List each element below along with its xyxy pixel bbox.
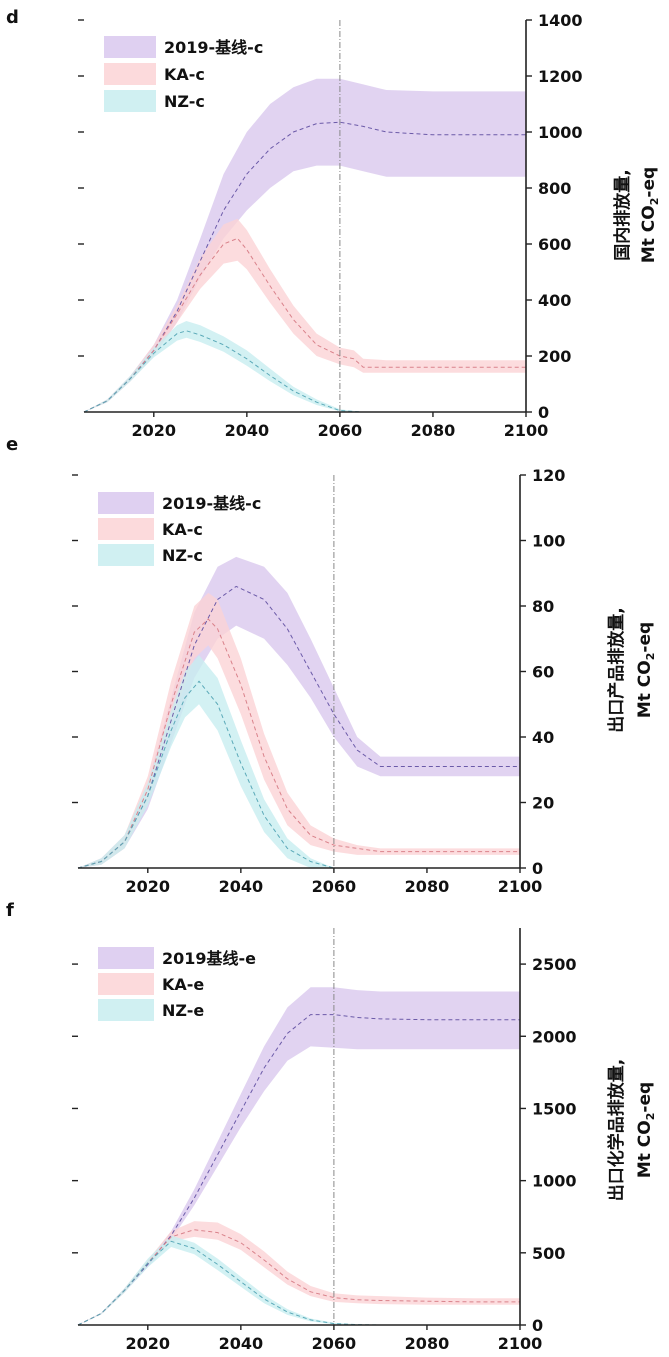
x-tick-label: 2080 bbox=[405, 877, 450, 896]
x-tick-label: 2080 bbox=[411, 421, 456, 440]
median-line-pink-panel-f bbox=[77, 1229, 520, 1326]
x-tick-label: 2040 bbox=[225, 421, 270, 440]
legend-swatch-cyan bbox=[98, 544, 154, 566]
legend-label-purple: 2019-基线-c bbox=[162, 494, 261, 513]
x-tick-label: 2100 bbox=[498, 877, 543, 896]
y-tick-label: 1400 bbox=[538, 11, 583, 30]
y-tick-label: 1500 bbox=[532, 1099, 577, 1118]
panel-letter-f: f bbox=[6, 900, 14, 921]
y-tick-label: 600 bbox=[538, 235, 571, 254]
band-purple-panel-d bbox=[84, 78, 526, 413]
x-tick-label: 2020 bbox=[132, 421, 177, 440]
median-line-pink-panel-d bbox=[83, 237, 526, 413]
ylabel-e-line1: 出口产品排放量, bbox=[606, 607, 627, 732]
band-pink-panel-d bbox=[84, 218, 526, 412]
legend-label-purple: 2019-基线-c bbox=[164, 38, 263, 57]
y-tick-label: 400 bbox=[538, 291, 571, 310]
ylabel-d-line2: Mt CO2-eq bbox=[639, 167, 661, 263]
legend-d: 2019-基线-c KA-c NZ-c bbox=[104, 36, 263, 112]
ylabel-e-line2: Mt CO2-eq bbox=[635, 622, 657, 718]
ylabel-f-line1: 出口化学品排放量, bbox=[606, 1059, 627, 1201]
panel-letter-d: d bbox=[6, 7, 19, 28]
legend-swatch-purple bbox=[98, 947, 154, 969]
y-tick-label: 0 bbox=[538, 403, 549, 422]
y-tick-label: 1000 bbox=[532, 1172, 577, 1191]
y-tick-label: 0 bbox=[532, 859, 543, 878]
y-tick-label: 0 bbox=[532, 1316, 543, 1335]
median-line-purple-panel-f bbox=[77, 1014, 520, 1326]
band-pink-panel-f bbox=[78, 1221, 520, 1325]
band-cyan-panel-d bbox=[84, 321, 526, 412]
x-tick-label: 2060 bbox=[318, 421, 363, 440]
y-tick-label: 1200 bbox=[538, 67, 583, 86]
legend-swatch-cyan bbox=[98, 999, 154, 1021]
legend-label-pink: KA-c bbox=[164, 65, 205, 84]
y-tick-label: 1000 bbox=[538, 123, 583, 142]
ylabel-f-line2: Mt CO2-eq bbox=[635, 1082, 657, 1178]
legend-label-pink: KA-c bbox=[162, 520, 203, 539]
legend-swatch-cyan bbox=[104, 90, 156, 112]
legend-label-purple: 2019基线-e bbox=[162, 949, 256, 968]
y-tick-label: 80 bbox=[532, 597, 554, 616]
y-tick-label: 2500 bbox=[532, 955, 577, 974]
legend-swatch-pink bbox=[98, 518, 154, 540]
ylabel-d-line1: 国内排放量, bbox=[612, 169, 633, 260]
legend-label-cyan: NZ-c bbox=[164, 92, 205, 111]
band-purple-panel-f bbox=[78, 987, 520, 1325]
y-tick-label: 60 bbox=[532, 663, 554, 682]
legend-swatch-purple bbox=[104, 36, 156, 58]
median-line-purple-panel-e bbox=[77, 585, 520, 869]
y-tick-label: 200 bbox=[538, 347, 571, 366]
x-tick-label: 2040 bbox=[219, 877, 264, 896]
y-tick-label: 120 bbox=[532, 466, 565, 485]
legend-swatch-purple bbox=[98, 492, 154, 514]
x-tick-label: 2020 bbox=[126, 1334, 171, 1353]
legend-label-cyan: NZ-e bbox=[162, 1001, 204, 1020]
y-tick-label: 500 bbox=[532, 1244, 565, 1263]
x-tick-label: 2080 bbox=[405, 1334, 450, 1353]
x-tick-label: 2060 bbox=[312, 1334, 357, 1353]
legend-swatch-pink bbox=[98, 973, 154, 995]
y-tick-label: 2000 bbox=[532, 1027, 577, 1046]
band-pink-panel-e bbox=[78, 592, 520, 868]
legend-label-cyan: NZ-c bbox=[162, 546, 203, 565]
x-tick-label: 2100 bbox=[504, 421, 549, 440]
x-tick-label: 2040 bbox=[219, 1334, 264, 1353]
x-tick-label: 2060 bbox=[312, 877, 357, 896]
y-tick-label: 20 bbox=[532, 794, 554, 813]
band-cyan-panel-e bbox=[78, 655, 520, 868]
y-tick-label: 100 bbox=[532, 532, 565, 551]
median-line-pink-panel-e bbox=[77, 618, 520, 869]
legend-label-pink: KA-e bbox=[162, 975, 204, 994]
legend-e: 2019-基线-c KA-c NZ-c bbox=[98, 492, 261, 566]
legend-swatch-pink bbox=[104, 63, 156, 85]
legend-f: 2019基线-e KA-e NZ-e bbox=[98, 947, 256, 1021]
x-tick-label: 2020 bbox=[126, 877, 171, 896]
y-tick-label: 40 bbox=[532, 728, 554, 747]
y-tick-label: 800 bbox=[538, 179, 571, 198]
x-tick-label: 2100 bbox=[498, 1334, 543, 1353]
panel-letter-e: e bbox=[6, 434, 18, 455]
